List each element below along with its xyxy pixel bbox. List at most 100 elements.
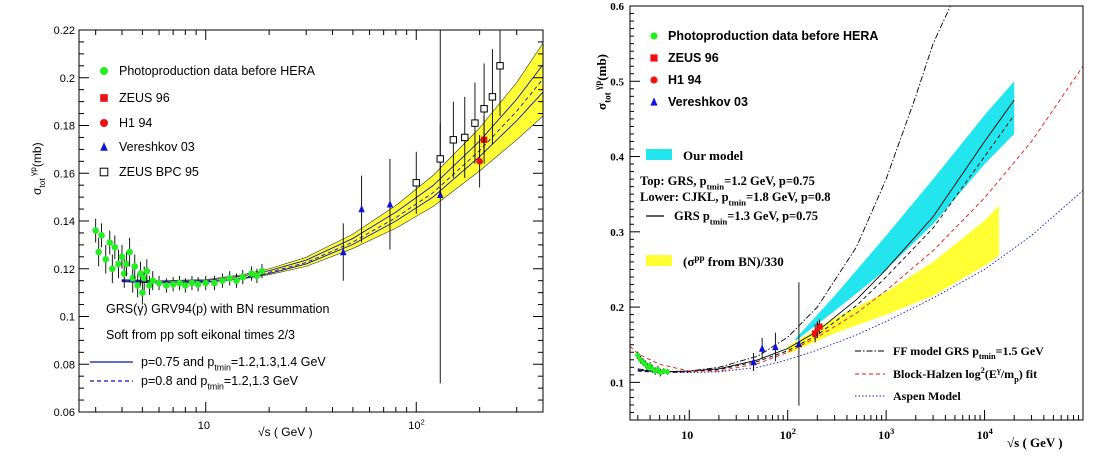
right-curve-legend-ff-part: tmin	[979, 352, 996, 361]
left-annotation-soft: Soft from pp soft eikonal times 2/3	[106, 328, 295, 342]
left-point-3-2	[386, 200, 394, 208]
right-point-1-0	[816, 323, 823, 330]
right-ytick-label: 0.1	[610, 377, 624, 389]
left-plot-area	[79, 30, 544, 412]
right-cyan-band-swatch	[646, 149, 672, 160]
left-point-0-8	[118, 253, 126, 261]
right-yellow-band	[787, 205, 999, 354]
left-point-0-19	[146, 282, 153, 289]
right-curve-aspen	[637, 190, 1083, 374]
left-point-4-0	[412, 179, 420, 187]
left-point-0-7	[115, 260, 122, 268]
left-xtick-label-part: 10	[198, 420, 210, 432]
left-point-0-0	[92, 227, 99, 234]
right-point-3-1	[758, 344, 766, 352]
left-point-0-18	[143, 267, 151, 275]
right-legend-marker	[650, 97, 658, 106]
right-curve-legend-block-halzen-part: (E	[985, 367, 997, 381]
right-ytick-label: 0.6	[610, 1, 624, 13]
right-model-legend-grs-part: GRS p	[674, 209, 710, 223]
left-x-axis-label: √s ( GeV )	[258, 425, 313, 439]
right-point-3-3	[795, 339, 803, 348]
left-annotation-model: GRS(γ) GRV94(p) with BN resummation	[106, 302, 329, 316]
right-y-axis-label: σtot γp(mb)	[593, 54, 613, 110]
left-point-0-22	[163, 282, 170, 289]
right-model-legend-top-part: tmin	[707, 181, 725, 191]
right-curve-legend-block-halzen-part: p	[1014, 375, 1019, 384]
left-point-0-29	[211, 279, 218, 287]
left-point-0-33	[239, 273, 247, 281]
right-model-legend-grs: GRS ptmin=1.3 GeV, p=0.75	[674, 209, 818, 226]
right-legend-label: ZEUS 96	[668, 51, 719, 65]
right-model-legend-top: Top: GRS, ptmin=1.2 GeV, p=0.75	[640, 174, 815, 191]
right-bn-legend-label: (σpp from BN)/330	[683, 253, 784, 269]
left-legend-marker	[99, 167, 109, 177]
left-point-0-25	[182, 282, 189, 289]
left-legend-marker	[100, 142, 108, 151]
right-point-1-1	[811, 330, 819, 337]
left-ytick-label: 0.12	[54, 264, 75, 276]
right-curve-legend-block-halzen-part: 2	[981, 366, 985, 375]
left-point-0-35	[253, 272, 261, 280]
chart-right-model-comparison: 0.10.20.30.40.50.610 102 103 104√s ( GeV )σ…	[593, 1, 1084, 450]
right-legend-label: Photoproduction data before HERA	[668, 29, 878, 43]
right-bn-legend-label-part: pp	[694, 253, 704, 263]
left-point-3-0	[340, 247, 347, 256]
right-curve-legend-block-halzen-part: γ	[996, 366, 1001, 375]
left-line-legend-label: p=0.8 and ptmin=1.2,1.3 GeV	[141, 374, 299, 391]
right-x-axis-label: √s ( GeV )	[1007, 435, 1063, 450]
right-legend-marker	[650, 32, 658, 40]
left-line-legend-label-part: =1.2,1.3,1.4 GeV	[231, 355, 327, 369]
right-point-2-0	[814, 327, 820, 333]
left-legend-marker	[100, 119, 108, 127]
right-y-axis-label-part: σ	[594, 103, 609, 110]
left-point-0-24	[176, 279, 183, 287]
left-point-0-2	[98, 232, 105, 239]
left-legend-marker	[100, 94, 108, 102]
right-model-legend-grs-part: =1.3 GeV, p=0.75	[727, 209, 818, 223]
left-point-4-2	[449, 136, 458, 144]
left-ytick-label: 0.08	[54, 359, 75, 371]
right-curve-block-halzen	[630, 65, 1083, 372]
left-point-0-36	[258, 267, 266, 275]
right-y-axis-label-part: (mb)	[594, 54, 609, 81]
right-model-legend-lower: Lower: CJKL, ptmin=1.8 GeV, p=0.8	[640, 190, 831, 207]
right-xtick-label: 102	[780, 427, 796, 442]
left-legend: Photoproduction data before HERA ZEUS 96 H…	[99, 64, 316, 179]
right-xtick-label-part: 2	[792, 427, 796, 436]
right-curve-legend-ff-part: FF model GRS p	[893, 344, 979, 358]
left-line-legend-label-part: tmin	[214, 362, 231, 372]
left-y-axis-label-part: σ	[30, 187, 44, 195]
left-point-0-27	[194, 280, 202, 288]
left-point-0-11	[126, 248, 133, 256]
left-model-curve-1	[121, 78, 544, 283]
left-legend-marker	[100, 67, 108, 75]
left-line-legend-label-part: tmin	[207, 381, 224, 391]
right-ytick-label: 0.3	[610, 227, 624, 239]
right-curve-legend-ff: FF model GRS ptmin=1.5 GeV	[893, 344, 1044, 361]
left-line-legend-label: p=0.75 and ptmin=1.2,1.3,1.4 GeV	[141, 355, 326, 372]
left-point-0-32	[233, 277, 240, 284]
right-xtick-label-part: 10	[977, 428, 989, 442]
right-legend-label: Vereshkov 03	[668, 95, 748, 109]
right-curve-ff-model	[637, 6, 951, 373]
left-point-0-4	[106, 239, 114, 246]
right-xtick-label: 10	[681, 428, 693, 442]
left-point-0-31	[226, 275, 234, 282]
left-point-0-30	[219, 277, 226, 284]
left-line-legend-label-part: =1.2,1.3 GeV	[224, 374, 299, 388]
right-xtick-label: 103	[878, 427, 894, 442]
left-point-4-5	[480, 105, 488, 113]
left-point-0-21	[155, 279, 163, 287]
right-model-legend-title: Our model	[683, 148, 743, 163]
right-point-3-0	[750, 357, 757, 366]
left-ytick-label: 0.14	[54, 216, 75, 228]
left-y-axis-label-part: γp	[28, 167, 38, 179]
right-legend-marker	[650, 76, 658, 84]
right-legend-label: H1 94	[668, 73, 701, 87]
right-model-legend-grs-part: tmin	[710, 216, 728, 226]
right-plot-area	[630, 6, 1083, 406]
left-plot-background	[79, 30, 543, 412]
right-curve-legend-block-halzen-part: /m	[1000, 367, 1014, 381]
left-line-legend-label-part: p=0.75 and p	[141, 355, 214, 369]
